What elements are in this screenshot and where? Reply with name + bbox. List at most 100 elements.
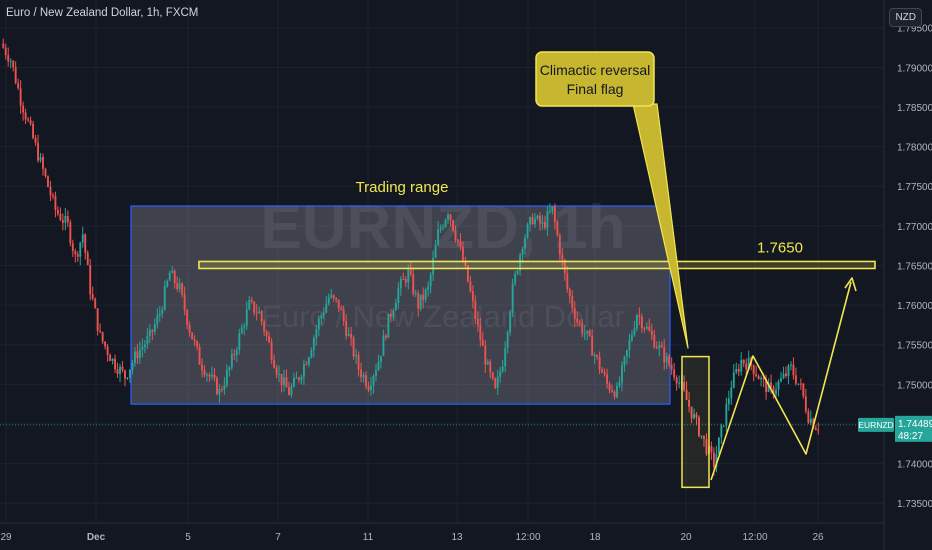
- candle-body: [466, 265, 469, 282]
- candle-body: [561, 254, 564, 260]
- candle-body: [51, 195, 54, 197]
- candle-body: [787, 365, 790, 377]
- candle-body: [208, 374, 211, 377]
- candle-body: [91, 294, 94, 299]
- candle-body: [29, 120, 32, 124]
- candle-body: [516, 270, 519, 274]
- candle-body: [675, 377, 678, 384]
- candle-body: [280, 373, 283, 386]
- candle-body: [136, 351, 139, 359]
- candle-body: [650, 330, 653, 335]
- candle-body: [178, 283, 181, 290]
- candle-body: [230, 353, 233, 368]
- candle-body: [340, 308, 343, 310]
- candle-body: [698, 417, 700, 437]
- candle-body: [501, 366, 504, 372]
- candle-body: [191, 332, 194, 340]
- candle-body: [258, 311, 261, 314]
- candle-body: [218, 389, 221, 395]
- candle-body: [300, 376, 303, 381]
- level-label: 1.7650: [757, 239, 803, 256]
- candle-body: [233, 353, 236, 355]
- candle-body: [158, 313, 161, 316]
- candle-body: [474, 300, 477, 320]
- candle-body: [166, 280, 169, 287]
- candle-body: [397, 288, 400, 303]
- candle-body: [715, 454, 718, 468]
- candle-body: [432, 257, 435, 275]
- candle-body: [225, 370, 228, 386]
- candle-body: [360, 369, 363, 378]
- candle-body: [350, 333, 353, 339]
- candle-body: [598, 356, 601, 370]
- candle-body: [176, 282, 179, 290]
- candle-body: [703, 435, 705, 439]
- candle-body: [668, 355, 671, 366]
- candle-body: [96, 308, 99, 331]
- candle-body: [399, 278, 402, 289]
- candle-body: [111, 358, 114, 361]
- price-tick-label: 1.75000: [897, 380, 932, 391]
- candle-body: [124, 370, 126, 379]
- candle-body: [479, 325, 482, 341]
- candle-body: [514, 273, 517, 284]
- candle-body: [342, 309, 345, 321]
- candle-body: [817, 429, 820, 431]
- candle-body: [69, 222, 72, 244]
- candle-body: [54, 195, 57, 211]
- candle-body: [332, 295, 335, 298]
- candle-body: [780, 378, 782, 382]
- candle-body: [198, 346, 201, 365]
- candle-body: [571, 296, 574, 309]
- price-tag-value: 1.74489: [898, 419, 932, 430]
- candle-body: [220, 389, 223, 391]
- candle-body: [804, 396, 807, 412]
- candle-body: [387, 313, 390, 338]
- candle-body: [797, 383, 800, 385]
- candle-body: [588, 330, 591, 336]
- time-tick-label: 11: [363, 532, 374, 543]
- candle-body: [213, 374, 216, 378]
- candle-body: [531, 217, 534, 225]
- candle-body: [551, 206, 554, 212]
- candle-body: [275, 367, 278, 375]
- chart-title: Euro / New Zealand Dollar, 1h, FXCM: [6, 7, 199, 19]
- candle-body: [548, 211, 551, 213]
- projection-arrowhead: [844, 277, 857, 292]
- candle-body: [151, 329, 154, 332]
- candle-body: [710, 446, 713, 453]
- candle-body: [17, 83, 20, 89]
- trading-range-label: Trading range: [356, 179, 449, 196]
- currency-button[interactable]: NZD: [889, 8, 922, 27]
- candle-body: [409, 269, 412, 275]
- candle-body: [553, 206, 556, 223]
- candle-body: [206, 374, 208, 376]
- candle-body: [484, 345, 487, 365]
- candle-body: [255, 312, 258, 314]
- candle-body: [357, 354, 360, 370]
- time-tick-label: 29: [0, 532, 12, 543]
- candle-body: [546, 211, 549, 228]
- candle-body: [163, 286, 166, 310]
- candle-body: [608, 383, 611, 391]
- candle-body: [439, 228, 442, 230]
- candle-body: [665, 355, 668, 363]
- candle-body: [683, 382, 686, 390]
- time-tick-label: Dec: [87, 532, 106, 543]
- candle-body: [148, 329, 151, 336]
- candle-body: [449, 214, 452, 221]
- candle-body: [447, 214, 449, 220]
- candle-body: [307, 357, 310, 365]
- candle-body: [49, 186, 52, 196]
- candle-body: [201, 364, 203, 370]
- price-tick-label: 1.78000: [897, 143, 932, 154]
- candle-body: [792, 364, 795, 376]
- candle-body: [424, 289, 427, 300]
- candle-body: [61, 220, 64, 223]
- candle-body: [494, 378, 497, 388]
- candle-body: [240, 327, 243, 334]
- candle-body: [645, 326, 648, 329]
- candle-body: [543, 222, 546, 228]
- candle-body: [188, 324, 191, 333]
